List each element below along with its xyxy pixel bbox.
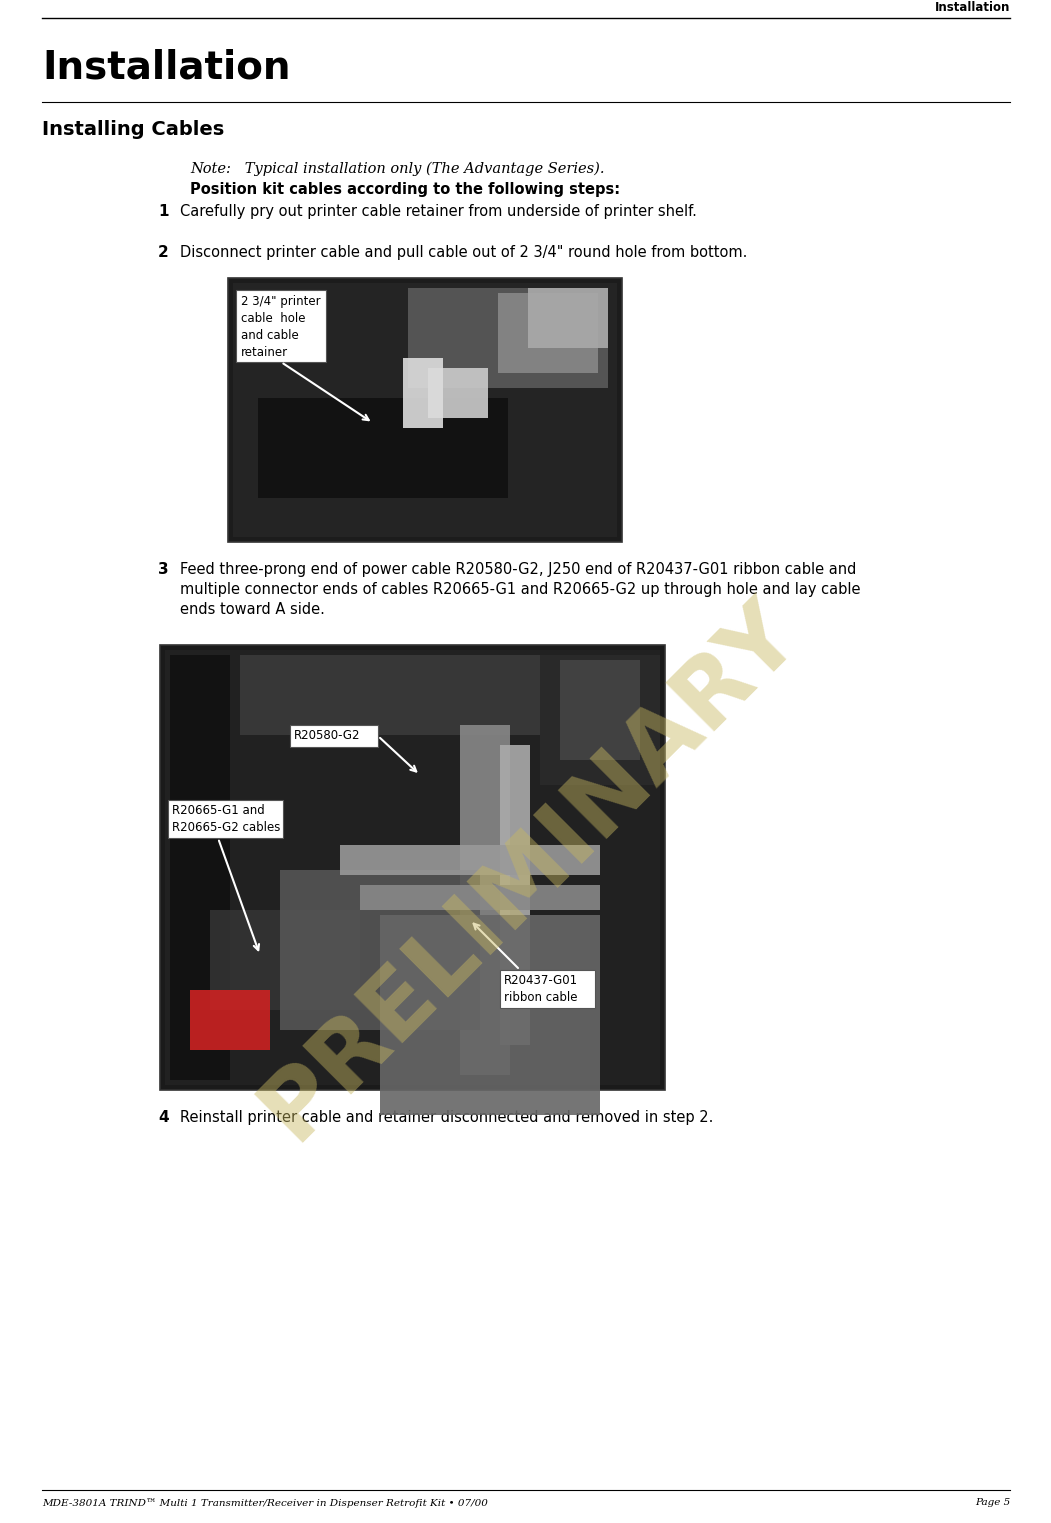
Text: R20437-G01
ribbon cable: R20437-G01 ribbon cable xyxy=(504,975,578,1004)
Bar xyxy=(540,655,660,784)
Text: PRELIMINARY: PRELIMINARY xyxy=(244,583,817,1156)
Bar xyxy=(528,288,607,347)
Text: Note:   Typical installation only (The Advantage Series).: Note: Typical installation only (The Adv… xyxy=(190,161,604,177)
Bar xyxy=(403,358,444,428)
Text: Installing Cables: Installing Cables xyxy=(42,120,224,139)
Bar xyxy=(428,369,488,417)
Bar xyxy=(210,911,360,1010)
Bar xyxy=(380,915,600,1115)
Text: Disconnect printer cable and pull cable out of 2 3/4" round hole from bottom.: Disconnect printer cable and pull cable … xyxy=(180,245,747,260)
Bar xyxy=(240,655,540,736)
Bar xyxy=(168,800,283,838)
Text: Installation: Installation xyxy=(42,49,290,85)
Text: R20665-G1 and
R20665-G2 cables: R20665-G1 and R20665-G2 cables xyxy=(172,804,281,835)
Bar xyxy=(408,288,607,388)
Bar xyxy=(170,655,230,1080)
Text: 2 3/4" printer
cable  hole
and cable
retainer: 2 3/4" printer cable hole and cable reta… xyxy=(241,295,321,359)
Bar xyxy=(360,885,600,911)
Text: Carefully pry out printer cable retainer from underside of printer shelf.: Carefully pry out printer cable retainer… xyxy=(180,204,697,219)
Bar xyxy=(500,745,530,1045)
Text: Installation: Installation xyxy=(934,2,1010,14)
Bar xyxy=(190,990,270,1049)
Text: Position kit cables according to the following steps:: Position kit cables according to the fol… xyxy=(190,183,620,196)
Bar xyxy=(280,870,480,1030)
Bar xyxy=(500,970,595,1008)
Bar xyxy=(233,283,617,538)
Bar xyxy=(560,659,640,760)
Text: 3: 3 xyxy=(158,562,168,577)
Text: Feed three-prong end of power cable R20580-G2, J250 end of R20437-G01 ribbon cab: Feed three-prong end of power cable R205… xyxy=(180,562,861,617)
Text: 1: 1 xyxy=(158,204,168,219)
Bar xyxy=(341,845,600,876)
Text: Reinstall printer cable and retainer disconnected and removed in step 2.: Reinstall printer cable and retainer dis… xyxy=(180,1110,714,1125)
Text: MDE-3801A TRIND™ Multi 1 Transmitter/Receiver in Dispenser Retrofit Kit • 07/00: MDE-3801A TRIND™ Multi 1 Transmitter/Rec… xyxy=(42,1499,488,1508)
Bar xyxy=(498,292,598,373)
Bar xyxy=(257,398,508,498)
Text: 2: 2 xyxy=(158,245,169,260)
Bar xyxy=(165,650,660,1084)
Bar xyxy=(228,279,622,542)
Text: 4: 4 xyxy=(158,1110,168,1125)
Bar xyxy=(460,725,510,1075)
Text: Page 5: Page 5 xyxy=(974,1499,1010,1506)
Text: R20580-G2: R20580-G2 xyxy=(294,730,360,742)
Bar xyxy=(290,725,378,746)
Bar xyxy=(160,646,665,1090)
Bar xyxy=(236,289,326,362)
